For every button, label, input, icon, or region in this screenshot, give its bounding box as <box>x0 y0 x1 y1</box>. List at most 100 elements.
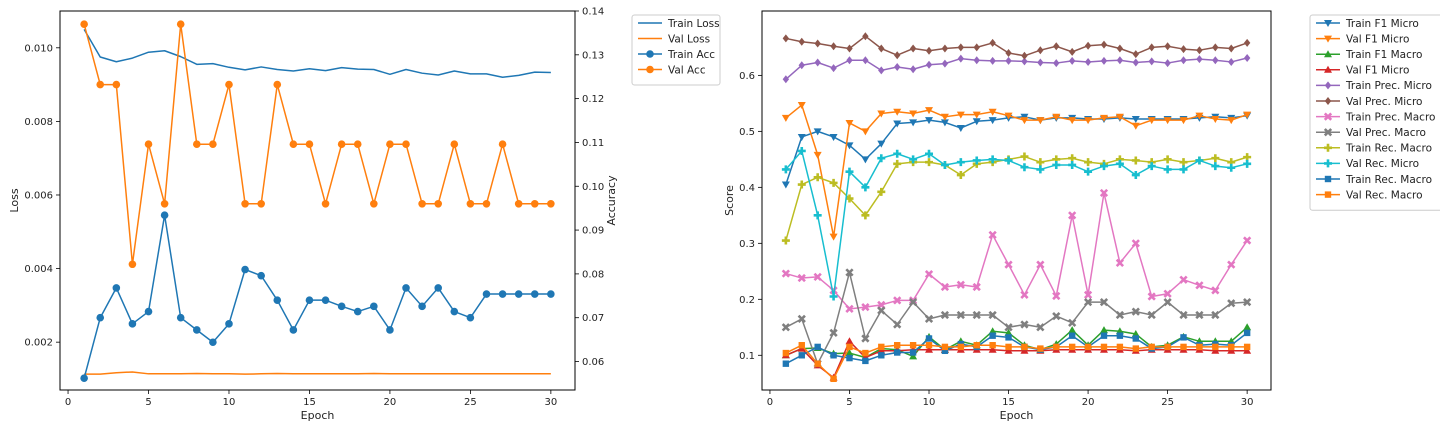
chart-2-series-12-point-21 <box>1100 343 1108 351</box>
chart-2-series-8-point-8 <box>893 320 902 329</box>
chart-2-series-2-point-11 <box>940 113 949 121</box>
chart-2-xlabel: Epoch <box>1000 409 1034 422</box>
chart-2-series-5-point-18 <box>1053 59 1060 68</box>
chart-2-series-2-point-28 <box>1211 116 1220 124</box>
chart-2-series-3-point-5 <box>845 349 854 357</box>
chart-2-legend-marker-5 <box>1324 81 1332 90</box>
chart-2-series-9-point-16 <box>1020 152 1029 161</box>
chart-2-series-1-point-7 <box>877 140 886 148</box>
chart-2-series-3-point-19 <box>1068 326 1077 334</box>
chart-2-series-8-point-19 <box>1068 318 1077 327</box>
chart-2-legend-label-9: Train Rec. Macro <box>1345 143 1432 155</box>
chart-1-series-4-point-11 <box>241 199 249 208</box>
chart-1-series-4-point-6 <box>160 199 169 208</box>
chart-2-series-12-point-14 <box>989 342 996 349</box>
chart-2-series-4-point-16 <box>1020 346 1029 354</box>
chart-2-series-10-point-6 <box>861 183 870 192</box>
chart-2-series-10-point-29 <box>1227 163 1236 172</box>
chart-2-series-8-point-2 <box>797 314 806 324</box>
chart-2-series-12-point-28 <box>1212 343 1219 351</box>
chart-2-series-2-point-24 <box>1147 117 1156 125</box>
chart-2-series-10-point-17 <box>1036 165 1045 174</box>
chart-2-series-9-point-1 <box>781 236 790 245</box>
chart-2-series-2-point-14 <box>988 108 997 116</box>
chart-1-xtick-label-5: 20 <box>384 397 397 408</box>
chart-1-ylabel: Loss <box>8 188 21 212</box>
chart-1-y2label: Accuracy <box>605 175 618 226</box>
chart-2-series-6-point-6 <box>862 32 869 41</box>
chart-2-xtick-label-5: 20 <box>1082 397 1095 408</box>
chart-2-series-1-point-9 <box>909 119 918 127</box>
chart-1-series-3-point-10 <box>225 320 233 328</box>
chart-2-series-2-point-30 <box>1243 111 1252 119</box>
chart-2-series-6-point-10 <box>925 46 933 55</box>
chart-2-series-7-point-20 <box>1083 290 1093 299</box>
chart-1-y2tick-label-5: 0.10 <box>582 182 604 193</box>
chart-1-series-4-point-28 <box>514 199 523 208</box>
chart-1-series-4-point-21 <box>402 140 410 148</box>
chart-2-series-6-point-17 <box>1037 46 1044 55</box>
chart-1-series-4-point-30 <box>547 199 555 208</box>
chart-2-series-7-point-14 <box>988 230 997 240</box>
chart-2-series-5-point-23 <box>1132 58 1139 67</box>
chart-2-xtick-label-6: 25 <box>1161 397 1174 408</box>
chart-2-series-1-point-1 <box>781 181 790 189</box>
chart-1-series-3-point-6 <box>160 211 169 219</box>
chart-2-legend-marker-11 <box>1324 175 1332 183</box>
chart-2-series-9-point-2 <box>797 180 806 189</box>
chart-2-series-12-point-11 <box>941 343 949 351</box>
chart-1-series-3-point-26 <box>482 290 491 298</box>
chart-1-series-4-point-3 <box>112 80 121 89</box>
chart-2-series-4-point-14 <box>988 345 997 353</box>
chart-2-series-9-point-17 <box>1036 158 1045 167</box>
chart-2-series-8-point-16 <box>1020 320 1029 329</box>
chart-2-series-7-point-11 <box>940 282 950 292</box>
chart-2-series-3-point-21 <box>1099 326 1108 334</box>
chart-2-series-2-point-1 <box>781 114 790 122</box>
chart-2-series-3-point-14 <box>988 327 997 335</box>
chart-2-series-6-point-16 <box>1021 51 1028 60</box>
chart-2-series-2-point-3 <box>813 151 822 159</box>
chart-2-series-10-point-11 <box>940 160 949 169</box>
chart-2-series-5-point-13 <box>973 56 980 65</box>
chart-2-series-12-point-20 <box>1084 343 1092 351</box>
chart-2-series-7-point-29 <box>1227 260 1236 269</box>
chart-2-series-2-point-20 <box>1084 117 1093 125</box>
chart-2-xtick-label-7: 30 <box>1241 397 1254 408</box>
chart-2-series-9-point-23 <box>1131 156 1140 165</box>
chart-2-series-7-point-12 <box>956 280 965 289</box>
chart-2-series-6-point-29 <box>1228 44 1235 53</box>
chart-2-series-7-point-22 <box>1115 258 1125 268</box>
chart-2-series-6-point-20 <box>1084 41 1092 50</box>
chart-2-series-12-point-22 <box>1116 343 1124 351</box>
chart-2-series-5-point-8 <box>894 62 901 71</box>
chart-2-series-2-point-29 <box>1227 117 1236 125</box>
chart-2-series-6-point-23 <box>1132 50 1139 59</box>
chart-2-series-10-point-19 <box>1068 160 1077 169</box>
chart-2-series-7-point-17 <box>1036 260 1045 269</box>
chart-2-series-10-point-27 <box>1195 156 1204 165</box>
chart-1-series-4-point-7 <box>176 20 185 28</box>
chart-2-series-6-point-30 <box>1243 38 1251 47</box>
chart-2-series-10-point-1 <box>781 165 790 174</box>
chart-1-ytick-label-3: 0.006 <box>24 190 53 201</box>
chart-2-series-7-point-8 <box>893 296 902 305</box>
chart-2-ytick-label-4: 0.4 <box>739 183 755 194</box>
chart-2-legend-label-11: Train Rec. Macro <box>1345 174 1432 186</box>
chart-2-series-8-point-28 <box>1211 310 1220 320</box>
chart-2-series-5-point-12 <box>957 54 965 63</box>
chart-2-series-5-point-22 <box>1116 56 1124 65</box>
chart-2-series-3-point-9 <box>909 352 918 360</box>
chart-1-ytick-label-1: 0.002 <box>24 338 53 349</box>
chart-1-xtick-label-2: 5 <box>145 397 151 408</box>
chart-2-series-12-point-13 <box>973 342 980 349</box>
chart-2-series-11-point-2 <box>798 352 805 359</box>
chart-2-series-9-point-20 <box>1084 158 1093 167</box>
chart-2-series-7-point-24 <box>1147 292 1156 301</box>
chart-2-series-10 <box>781 146 1252 301</box>
chart-2-series-5-point-17 <box>1037 58 1044 67</box>
chart-2-series-2-point-18 <box>1052 113 1061 121</box>
chart-2-series-6-line <box>785 35 1248 57</box>
chart-2-series-5-point-20 <box>1084 57 1092 66</box>
chart-1-series-3-point-12 <box>257 271 265 280</box>
